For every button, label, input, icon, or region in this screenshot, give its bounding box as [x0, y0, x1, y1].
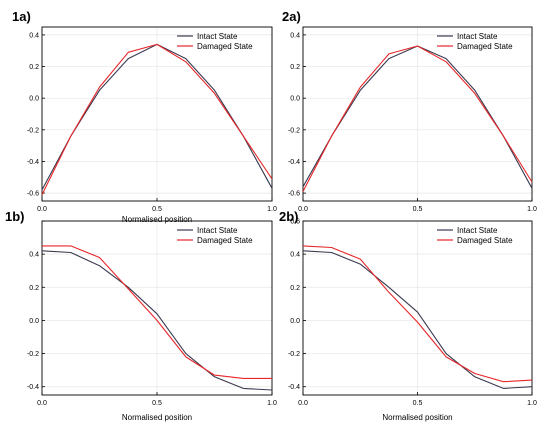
panel-label: 1a): [12, 9, 31, 24]
y-tick-label: 0.0: [29, 318, 39, 325]
x-axis-label: Normalised position: [382, 413, 452, 422]
y-tick-label: 0.2: [290, 285, 300, 292]
y-tick-label: -0.6: [288, 191, 300, 198]
legend-entry: Damaged State: [197, 236, 253, 245]
y-tick-label: -0.2: [27, 351, 39, 358]
panel-label: 1b): [5, 209, 25, 224]
x-tick-label: 1.0: [267, 400, 277, 407]
y-tick-label: -0.2: [288, 127, 300, 134]
legend-entry: Damaged State: [457, 42, 513, 51]
x-axis-label: Normalised position: [122, 215, 192, 224]
legend-entry: Damaged State: [457, 236, 513, 245]
x-tick-label: 0.0: [37, 206, 47, 213]
y-tick-label: 0.2: [290, 64, 300, 71]
legend-entry: Intact State: [457, 32, 498, 41]
panel-2: -0.6 -0.4 -0.2 0.0 0.2 0.4 0.0 0.5 1.0 2a) Intact …: [282, 9, 537, 213]
panel-label: 2b): [279, 209, 299, 224]
x-tick-label: 1.0: [527, 206, 537, 213]
y-tick-label: -0.4: [288, 159, 300, 166]
series-line-damaged: [302, 245, 533, 383]
legend-entry: Damaged State: [197, 42, 253, 51]
y-tick-label: 0.4: [290, 32, 300, 39]
panel-label: 2a): [282, 9, 301, 24]
y-tick-label: 0.2: [29, 285, 39, 292]
series-line-damaged: [42, 245, 272, 379]
x-tick-label: 0.0: [298, 206, 308, 213]
x-tick-label: 1.0: [527, 400, 537, 407]
y-tick-label: 0.0: [290, 318, 300, 325]
legend-entry: Intact State: [457, 226, 498, 235]
legend-entry: Intact State: [197, 226, 238, 235]
panel-1: -0.6 -0.4 -0.2 0.0 0.2 0.4 0.0 0.5 1.0 Normalised…: [12, 9, 277, 224]
x-tick-label: 0.5: [152, 400, 162, 407]
y-tick-label: -0.2: [288, 351, 300, 358]
series-line-intact: [41, 250, 273, 391]
panel-3: -0.4 -0.2 0.0 0.2 0.4 0.0 0.5 1.0 Normalised pos…: [5, 209, 277, 422]
y-tick-label: -0.4: [288, 384, 300, 391]
legend-entry: Intact State: [197, 32, 238, 41]
series-line-intact: [302, 250, 533, 389]
y-tick-label: 0.4: [29, 252, 39, 259]
series-line-damaged: [302, 45, 533, 192]
y-tick-label: 0.4: [29, 32, 39, 39]
x-tick-label: 0.5: [413, 206, 423, 213]
y-tick-label: 0.0: [290, 96, 300, 103]
x-tick-label: 0.5: [413, 400, 423, 407]
x-tick-label: 0.5: [152, 206, 162, 213]
y-tick-label: -0.2: [27, 127, 39, 134]
y-tick-label: -0.4: [27, 384, 39, 391]
x-tick-label: 1.0: [267, 206, 277, 213]
y-tick-label: -0.4: [27, 159, 39, 166]
x-tick-label: 0.0: [298, 400, 308, 407]
y-tick-label: 0.4: [290, 252, 300, 259]
x-tick-label: 0.0: [37, 400, 47, 407]
x-axis-label: Normalised position: [122, 413, 192, 422]
series-line-damaged: [41, 43, 273, 195]
y-tick-label: 0.2: [29, 64, 39, 71]
y-tick-label: 0.0: [29, 96, 39, 103]
y-tick-label: 0.6: [290, 219, 300, 226]
y-tick-label: -0.6: [27, 191, 39, 198]
panel-4: -0.4 -0.2 0.0 0.2 0.4 0.6 0.0 0.5 1.0 Normalised …: [279, 209, 537, 422]
